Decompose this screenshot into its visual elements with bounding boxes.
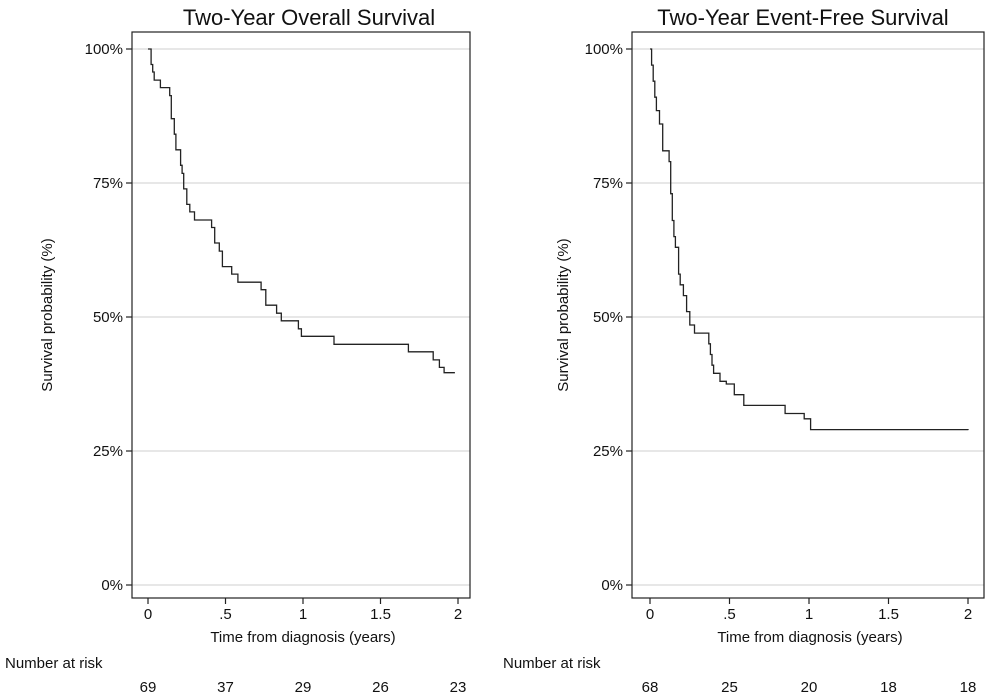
y-tick-label: 100% — [85, 41, 123, 58]
x-tick-label: 2 — [964, 606, 972, 623]
y-axis-label: Survival probability (%) — [39, 238, 56, 391]
y-tick-label: 100% — [585, 41, 623, 58]
risk-table-value: 20 — [801, 679, 818, 696]
risk-table-value: 23 — [450, 679, 467, 696]
x-axis-label: Time from diagnosis (years) — [717, 629, 902, 646]
survival-curve — [650, 48, 969, 431]
risk-table-value: 18 — [960, 679, 977, 696]
y-tick-label: 0% — [601, 577, 623, 594]
plot-frame — [631, 31, 985, 599]
event-free-survival-panel: Two-Year Event-Free Survival 0% 25% 50% 75% 1… — [503, 5, 985, 696]
overall-survival-panel: Two-Year Overall Survival 0% 25% 50% 75% 100%… — [5, 5, 471, 696]
risk-table-value: 18 — [880, 679, 897, 696]
y-tick-label: 50% — [593, 309, 623, 326]
y-tick-label: 0% — [101, 577, 123, 594]
risk-table-value: 69 — [140, 679, 157, 696]
risk-table-value: 37 — [217, 679, 234, 696]
risk-table-value: 25 — [721, 679, 738, 696]
risk-table-value: 26 — [372, 679, 389, 696]
x-tick-label: 1 — [805, 606, 813, 623]
risk-table-label: Number at risk — [5, 655, 103, 672]
plot-frame — [131, 31, 471, 599]
y-tick-label: 50% — [93, 309, 123, 326]
y-tick-label: 75% — [593, 175, 623, 192]
x-tick-label: 1.5 — [370, 606, 391, 623]
chart-title: Two-Year Overall Survival — [183, 5, 435, 30]
risk-table-value: 68 — [642, 679, 659, 696]
x-tick-label: 2 — [454, 606, 462, 623]
x-tick-label: 1.5 — [878, 606, 899, 623]
y-tick-label: 25% — [593, 443, 623, 460]
x-tick-label: 0 — [144, 606, 152, 623]
y-tick-label: 25% — [93, 443, 123, 460]
y-axis-label: Survival probability (%) — [555, 238, 572, 391]
risk-table-value: 29 — [295, 679, 312, 696]
risk-table-label: Number at risk — [503, 655, 601, 672]
x-tick-label: .5 — [723, 606, 736, 623]
x-axis-label: Time from diagnosis (years) — [210, 629, 395, 646]
y-tick-label: 75% — [93, 175, 123, 192]
x-tick-label: 0 — [646, 606, 654, 623]
x-tick-label: 1 — [299, 606, 307, 623]
chart-title: Two-Year Event-Free Survival — [657, 5, 948, 30]
survival-curve — [148, 48, 455, 374]
x-tick-label: .5 — [219, 606, 232, 623]
